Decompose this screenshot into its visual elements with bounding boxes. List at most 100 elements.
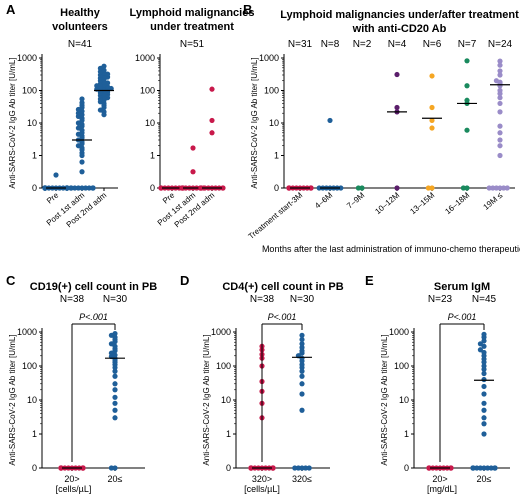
data-point bbox=[481, 400, 487, 406]
y-tick-label: 0 bbox=[150, 183, 155, 193]
data-point bbox=[299, 465, 305, 471]
panel-d: D CD4(+) cell count in PBN=38 N=30 0 1 10 100 1… bbox=[180, 273, 344, 494]
y-tick-label: 1000 bbox=[259, 53, 279, 63]
panel-title: Healthy bbox=[60, 7, 101, 19]
n-label: N=30 bbox=[103, 294, 128, 305]
data-point bbox=[481, 415, 487, 421]
data-point bbox=[497, 58, 503, 64]
data-point bbox=[394, 104, 400, 111]
data-point bbox=[286, 185, 292, 191]
n-label: N=6 bbox=[423, 39, 442, 50]
panel-a2: Lymphoid malignancies under treatment N=51… bbox=[130, 7, 255, 229]
x-axis-label: [cells/µL] bbox=[56, 484, 92, 494]
x-tick-label: 4–6M bbox=[313, 190, 334, 210]
panel-letter: B bbox=[243, 2, 252, 17]
data-point bbox=[209, 130, 215, 136]
y-tick-label: 0 bbox=[32, 463, 37, 473]
x-axis-label: [mg/dL] bbox=[427, 484, 457, 494]
n-label: N=51 bbox=[180, 39, 205, 50]
data-point bbox=[429, 117, 435, 124]
data-point bbox=[303, 465, 309, 471]
data-point bbox=[497, 95, 503, 101]
data-point bbox=[464, 83, 470, 89]
y-tick-label: 100 bbox=[22, 361, 37, 371]
y-tick-label: 100 bbox=[394, 361, 409, 371]
data-point bbox=[101, 63, 107, 69]
data-point bbox=[492, 465, 498, 471]
y-axis-label: Anti-SARS-CoV-2 IgG Ab titer [U/mL] bbox=[8, 57, 17, 188]
data-point bbox=[75, 120, 81, 126]
data-point bbox=[477, 341, 483, 347]
n-label: N=2 bbox=[353, 39, 372, 50]
data-point bbox=[426, 465, 432, 471]
data-point bbox=[474, 465, 480, 471]
data-point bbox=[79, 169, 85, 175]
data-point bbox=[112, 330, 118, 337]
y-tick-label: 100 bbox=[22, 86, 37, 96]
data-point bbox=[308, 185, 314, 191]
panel-title: under treatment bbox=[150, 21, 234, 33]
data-point bbox=[497, 130, 503, 136]
data-point bbox=[42, 185, 48, 191]
panel-title: CD4(+) cell count in PB bbox=[222, 281, 343, 293]
panel-title: Serum IgM bbox=[434, 281, 490, 293]
data-point bbox=[497, 109, 503, 115]
y-tick-label: 1000 bbox=[389, 327, 409, 337]
data-point bbox=[497, 137, 503, 143]
data-point bbox=[190, 145, 196, 151]
data-point bbox=[75, 185, 81, 191]
data-point bbox=[292, 465, 298, 471]
n-label: N=38 bbox=[250, 294, 275, 305]
n-label: N=23 bbox=[428, 294, 453, 305]
y-tick-label: 10 bbox=[27, 118, 37, 128]
n-label: N=45 bbox=[472, 294, 497, 305]
data-point bbox=[497, 62, 503, 68]
data-point bbox=[394, 185, 400, 191]
data-point bbox=[112, 400, 118, 406]
data-point bbox=[299, 368, 305, 374]
data-point bbox=[83, 185, 89, 191]
data-point bbox=[299, 336, 305, 343]
data-point bbox=[299, 407, 305, 413]
data-point bbox=[481, 370, 487, 377]
data-point bbox=[429, 73, 435, 79]
data-point bbox=[464, 97, 470, 103]
x-tick-label: 20≤ bbox=[477, 474, 492, 484]
y-tick-label: 1 bbox=[274, 151, 279, 161]
data-point bbox=[470, 465, 476, 471]
y-tick-label: 0 bbox=[226, 463, 231, 473]
x-axis-label: Months after the last administration of … bbox=[262, 244, 520, 254]
data-point bbox=[209, 117, 215, 124]
data-point bbox=[112, 407, 118, 413]
data-point bbox=[79, 100, 85, 106]
y-tick-label: 10 bbox=[27, 395, 37, 405]
data-point bbox=[112, 373, 118, 379]
data-point bbox=[68, 185, 74, 191]
significance-label: P<.001 bbox=[268, 312, 297, 322]
panel-letter: D bbox=[180, 273, 189, 288]
data-point bbox=[490, 185, 496, 191]
n-label: N=4 bbox=[388, 39, 407, 50]
n-label: N=41 bbox=[68, 39, 93, 50]
data-point bbox=[394, 71, 400, 78]
data-point bbox=[112, 381, 118, 387]
data-point bbox=[112, 387, 118, 393]
data-point bbox=[299, 373, 305, 379]
data-point bbox=[493, 185, 499, 191]
panel-title: Lymphoid malignancies under/after treatm… bbox=[280, 9, 519, 21]
data-point bbox=[79, 185, 85, 191]
x-tick-label: Pre bbox=[45, 190, 61, 205]
y-axis-label: Anti-SARS-CoV-2 IgG Ab titer [U/mL] bbox=[380, 334, 389, 465]
data-point bbox=[493, 78, 499, 84]
y-tick-label: 0 bbox=[404, 463, 409, 473]
y-tick-label: 1 bbox=[404, 429, 409, 439]
panel-title: CD19(+) cell count in PB bbox=[30, 281, 157, 293]
data-point bbox=[481, 391, 487, 397]
data-point bbox=[97, 107, 103, 113]
x-tick-label: 20> bbox=[432, 474, 447, 484]
y-axis-label: Anti-SARS-CoV-2 IgG Ab titer [U/mL] bbox=[8, 334, 17, 465]
data-point bbox=[460, 185, 466, 191]
data-point bbox=[112, 368, 118, 374]
data-point bbox=[481, 465, 487, 471]
